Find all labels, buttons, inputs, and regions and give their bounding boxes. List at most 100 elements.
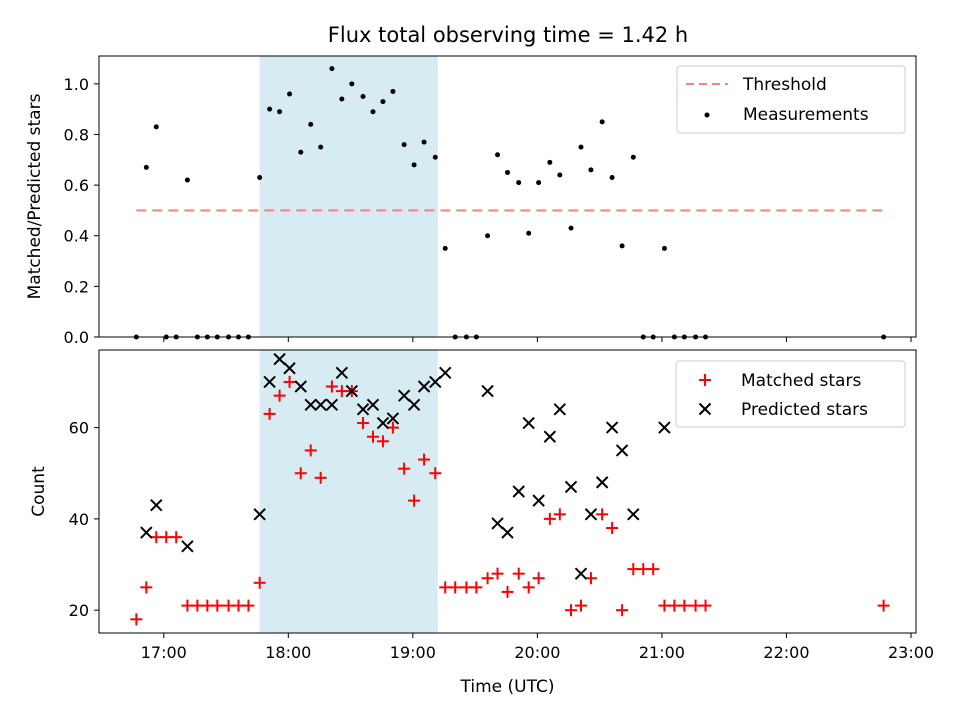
predicted-point-b <box>574 567 588 580</box>
matched-point <box>273 389 286 402</box>
legend-predicted-marker <box>698 402 712 416</box>
predicted-point <box>553 403 567 416</box>
matched-point <box>553 508 566 521</box>
matched-point <box>366 430 379 443</box>
predicted-point <box>335 366 349 380</box>
predicted-point <box>658 421 671 434</box>
matched-point <box>491 567 504 580</box>
matched-point <box>647 563 660 576</box>
matched-point <box>325 380 338 393</box>
predicted-point-b <box>304 398 317 411</box>
predicted-point-b <box>325 398 339 411</box>
predicted-point-b <box>345 384 359 398</box>
predicted-point <box>325 398 339 411</box>
matched-point <box>242 599 255 612</box>
matched-point <box>512 567 525 580</box>
measurement-point <box>442 245 448 251</box>
matched-point <box>596 508 609 521</box>
predicted-point-b <box>512 485 525 498</box>
matched-point <box>253 576 266 589</box>
predicted-point <box>263 375 276 389</box>
top-y-tick-label: 0.8 <box>64 125 89 144</box>
matched-point <box>376 435 389 448</box>
x-tick-label: 18:00 <box>265 643 311 662</box>
x-tick-label: 20:00 <box>514 643 560 662</box>
predicted-point-b <box>397 389 411 402</box>
predicted-point <box>595 476 609 489</box>
count-points <box>130 352 890 626</box>
predicted-point <box>273 352 286 366</box>
matched-point <box>501 585 514 598</box>
predicted-point-b <box>335 366 349 380</box>
predicted-point <box>397 389 411 402</box>
predicted-point-b <box>283 362 296 375</box>
predicted-point <box>429 375 442 389</box>
bottom-shaded-span <box>259 350 438 633</box>
measurement-point <box>485 233 491 239</box>
matched-point <box>543 512 556 525</box>
bottom-legend-box <box>675 360 906 428</box>
predicted-point <box>543 430 557 443</box>
predicted-point-b <box>543 430 557 443</box>
bottom-y-tick-label: 20 <box>69 601 89 620</box>
predicted-point-b <box>522 416 535 430</box>
x-axis-label: Time (UTC) <box>460 677 555 697</box>
matched-point <box>314 471 327 484</box>
predicted-point-b <box>532 494 545 507</box>
predicted-point <box>140 526 153 539</box>
matched-point <box>565 604 578 617</box>
bottom-y-ticks: 20 40 60 <box>69 419 99 620</box>
predicted-point-b <box>595 476 609 489</box>
predicted-point-b <box>491 517 504 530</box>
top-axes-frame <box>98 55 917 338</box>
predicted-point <box>522 416 535 430</box>
measurement-point <box>287 91 293 97</box>
predicted-point-b <box>553 403 567 416</box>
top-y-tick-label: 0.2 <box>64 277 89 296</box>
predicted-point-b <box>294 380 307 393</box>
legend-matched-marker <box>699 374 711 386</box>
measurement-point <box>619 243 625 249</box>
predicted-point-b <box>386 412 400 425</box>
bottom-y-tick-label: 40 <box>69 510 89 529</box>
chart-title: Flux total observing time = 1.42 h <box>328 23 688 47</box>
measurement-point <box>370 109 376 115</box>
measurement-point <box>495 152 501 158</box>
measurement-point <box>390 88 396 94</box>
top-shaded-span <box>259 56 438 337</box>
predicted-point <box>512 485 525 498</box>
legend-predicted-marker-b <box>698 402 712 416</box>
matched-point <box>130 613 143 626</box>
predicted-point-b <box>417 380 431 393</box>
predicted-point <box>366 398 380 411</box>
measurement-point <box>153 124 159 130</box>
matched-point <box>532 572 545 585</box>
predicted-point <box>304 398 317 411</box>
measurement-point <box>401 142 407 148</box>
matched-point <box>357 417 370 430</box>
x-tick-label: 21:00 <box>639 643 685 662</box>
predicted-point-b <box>263 375 276 389</box>
top-legend: Threshold Measurements <box>676 65 906 134</box>
measurement-point <box>360 94 366 100</box>
measurement-point <box>432 154 438 160</box>
predicted-point-b <box>140 526 153 539</box>
matched-point <box>398 462 411 475</box>
predicted-point-b <box>501 526 514 539</box>
predicted-point-b <box>615 444 629 457</box>
legend-measurements-swatch <box>704 112 710 118</box>
predicted-point <box>283 362 296 375</box>
measurement-point <box>547 159 553 165</box>
bottom-panel: 20 40 60 17:00 18:00 19:00 20:00 21:00 22:00 23:… <box>29 349 934 697</box>
x-tick-label: 22:00 <box>763 643 809 662</box>
top-panel: 0.0 0.2 0.4 0.6 0.8 1.0 Matched/Predicted sta… <box>25 55 917 347</box>
matched-point <box>877 599 890 612</box>
matched-point <box>304 444 317 457</box>
matched-point <box>449 581 462 594</box>
top-y-tick-label: 0.6 <box>64 176 89 195</box>
matched-point <box>170 531 183 544</box>
predicted-point <box>345 384 359 398</box>
predicted-point <box>439 366 452 380</box>
predicted-point-b <box>376 416 390 430</box>
